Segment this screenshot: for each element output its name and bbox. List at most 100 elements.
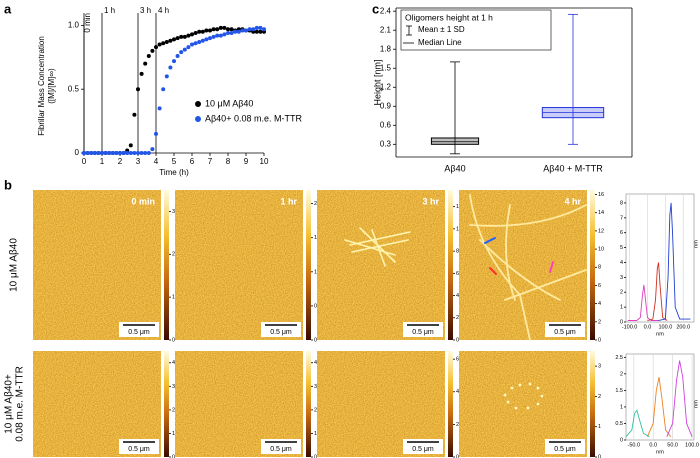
data-point bbox=[251, 27, 256, 32]
profile-line bbox=[647, 262, 668, 321]
scale-bar-label: 0.5 μm bbox=[554, 446, 576, 453]
scale-bar-label: 0.5 μm bbox=[270, 446, 292, 453]
data-point bbox=[150, 147, 155, 152]
time-label: 0 min bbox=[131, 196, 155, 206]
data-point bbox=[233, 29, 238, 34]
data-point bbox=[175, 36, 180, 41]
data-point bbox=[247, 27, 252, 32]
colorbar-tick-label: 6 bbox=[598, 283, 601, 289]
row-label: 0.08 m.e. M-TTR bbox=[15, 366, 26, 442]
data-point bbox=[186, 33, 191, 38]
fibril bbox=[549, 261, 554, 273]
panel-label: b bbox=[4, 177, 12, 192]
scale-bar-label: 0.5 μm bbox=[412, 329, 434, 336]
data-point bbox=[85, 151, 90, 155]
particle bbox=[536, 386, 540, 390]
x-tick-label: 8 bbox=[226, 157, 231, 166]
time-marker-label: 0 min bbox=[83, 13, 92, 33]
colorbar-tick-label: 0 bbox=[456, 337, 459, 343]
y-tick-label: 2 bbox=[620, 290, 623, 296]
fibril bbox=[469, 194, 587, 341]
time-label: 1 hr bbox=[280, 196, 297, 206]
colorbar-tick-label: 6 bbox=[456, 357, 459, 363]
time-marker-label: 3 h bbox=[140, 6, 151, 15]
colorbar-tick-label: 2 bbox=[172, 407, 175, 413]
data-point bbox=[107, 151, 112, 155]
y-axis-label: Height [nm] bbox=[372, 59, 382, 105]
y-tick-label: 2 bbox=[620, 371, 623, 377]
y-tick-label: 1.5 bbox=[615, 388, 623, 394]
colorbar-tick-label: 2 bbox=[172, 252, 175, 258]
data-point bbox=[204, 28, 209, 33]
data-point bbox=[92, 151, 97, 155]
data-point bbox=[161, 41, 166, 46]
data-point bbox=[204, 37, 209, 42]
data-point bbox=[208, 28, 212, 33]
x-axis-label: Time (h) bbox=[159, 168, 189, 177]
x-tick-label: 0.0 bbox=[649, 442, 657, 448]
y-tick-label: 1.5 bbox=[380, 63, 392, 72]
data-point bbox=[89, 151, 94, 155]
x-tick-label: 0.0 bbox=[644, 324, 652, 330]
legend-label: Mean ± 1 SD bbox=[418, 25, 465, 34]
y-tick-label: 2.4 bbox=[380, 6, 392, 15]
colorbar-tick-label: 0 bbox=[314, 337, 317, 343]
colorbar-tick-label: 1 bbox=[314, 269, 317, 275]
data-point bbox=[82, 151, 86, 155]
colorbar-tick-label: 2 bbox=[456, 422, 459, 428]
colorbar bbox=[590, 351, 595, 457]
colorbar-tick-label: 16 bbox=[598, 192, 604, 198]
y-tick-label: 1 bbox=[620, 305, 623, 311]
y-tick-label: 5 bbox=[620, 245, 623, 251]
data-point bbox=[244, 28, 248, 33]
colorbar-tick-label: 4 bbox=[314, 360, 317, 366]
data-point bbox=[164, 39, 169, 44]
particle bbox=[540, 394, 544, 398]
particle bbox=[536, 402, 540, 406]
data-point bbox=[139, 71, 144, 76]
colorbar bbox=[448, 190, 453, 340]
particle bbox=[510, 386, 514, 390]
y-tick-label: 4 bbox=[620, 260, 623, 266]
colorbar-tick-label: 3 bbox=[172, 209, 175, 215]
data-point bbox=[114, 151, 119, 155]
data-point bbox=[197, 39, 202, 44]
x-tick-label: 50.0 bbox=[667, 442, 678, 448]
data-point bbox=[254, 25, 259, 30]
data-point bbox=[262, 27, 266, 32]
data-point bbox=[136, 151, 140, 155]
data-point bbox=[208, 36, 212, 41]
colorbar-tick-label: 8 bbox=[456, 249, 459, 255]
data-point bbox=[110, 151, 115, 155]
colorbar-tick-label: 3 bbox=[598, 364, 601, 370]
y-tick-label: 1 bbox=[620, 404, 623, 410]
colorbar-tick-label: 4 bbox=[598, 301, 601, 307]
data-point bbox=[164, 74, 169, 79]
data-point bbox=[132, 112, 137, 117]
particle bbox=[503, 393, 507, 397]
y-tick-label: 0.5 bbox=[615, 421, 623, 427]
time-label: 3 hr bbox=[422, 196, 439, 206]
data-point bbox=[96, 151, 101, 155]
y-tick-label: 0 bbox=[620, 437, 623, 443]
row-label: 10 μM Aβ40+ bbox=[4, 374, 15, 434]
colorbar bbox=[164, 351, 169, 457]
colorbar bbox=[448, 351, 453, 457]
data-point bbox=[172, 59, 176, 64]
colorbar-tick-label: 3 bbox=[172, 384, 175, 390]
colorbar-tick-label: 4 bbox=[456, 293, 459, 299]
plot-frame bbox=[625, 353, 695, 441]
particle bbox=[506, 400, 510, 404]
box bbox=[430, 137, 480, 145]
data-point bbox=[222, 32, 227, 37]
x-axis-label: nm bbox=[656, 449, 664, 455]
data-point bbox=[118, 151, 122, 155]
x-tick-label: 1 bbox=[100, 157, 105, 166]
legend-marker bbox=[195, 101, 201, 107]
y-tick-label: 2.5 bbox=[615, 355, 623, 361]
colorbar-tick-label: 12 bbox=[598, 228, 604, 234]
colorbar bbox=[590, 190, 595, 340]
x-tick-label: 6 bbox=[190, 157, 195, 166]
colorbar-tick-label: 6 bbox=[456, 271, 459, 277]
x-tick-label: 200.0 bbox=[676, 324, 690, 330]
